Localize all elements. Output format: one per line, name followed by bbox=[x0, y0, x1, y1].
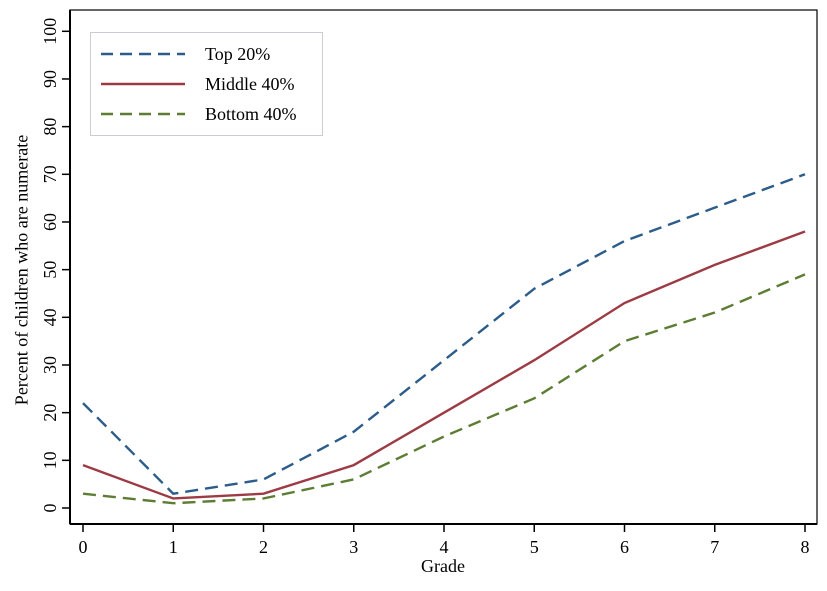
legend-item: Top 20% bbox=[91, 39, 322, 69]
x-tick-label: 2 bbox=[259, 537, 268, 557]
x-tick-label: 8 bbox=[801, 537, 810, 557]
series-line-middle-40- bbox=[82, 230, 806, 500]
x-tick-label: 3 bbox=[349, 537, 358, 557]
legend: Top 20% Middle 40% Bottom 40% bbox=[90, 32, 323, 136]
x-tick-label: 1 bbox=[169, 537, 178, 557]
y-axis-title: Percent of children who are numerate bbox=[11, 134, 32, 406]
legend-label: Middle 40% bbox=[205, 74, 295, 94]
x-tick-label: 0 bbox=[79, 537, 88, 557]
y-tick-label: 10 bbox=[40, 451, 60, 469]
legend-line-sample bbox=[101, 82, 185, 86]
series-line-bottom-40- bbox=[82, 273, 806, 505]
y-tick-label: 90 bbox=[40, 70, 60, 88]
y-tick-label: 40 bbox=[40, 308, 60, 326]
x-tick-label: 4 bbox=[440, 537, 449, 557]
x-tick-label: 5 bbox=[530, 537, 539, 557]
y-tick-label: 70 bbox=[40, 165, 60, 183]
legend-label: Bottom 40% bbox=[205, 104, 297, 124]
legend-item: Bottom 40% bbox=[91, 99, 322, 129]
x-tick-label: 6 bbox=[620, 537, 629, 557]
y-tick-label: 20 bbox=[40, 404, 60, 422]
legend-line-sample bbox=[101, 52, 185, 56]
y-tick-label: 50 bbox=[40, 261, 60, 279]
x-axis-title: Grade bbox=[421, 556, 465, 576]
legend-label: Top 20% bbox=[205, 44, 271, 64]
y-tick-label: 0 bbox=[40, 504, 60, 513]
legend-item: Middle 40% bbox=[91, 69, 322, 99]
x-tick-label: 7 bbox=[710, 537, 719, 557]
y-tick-label: 30 bbox=[40, 356, 60, 374]
legend-line-sample bbox=[101, 112, 185, 116]
series-line-top-20- bbox=[82, 173, 806, 495]
y-tick-label: 80 bbox=[40, 118, 60, 136]
y-tick-label: 100 bbox=[40, 18, 60, 45]
y-tick-label: 60 bbox=[40, 213, 60, 231]
